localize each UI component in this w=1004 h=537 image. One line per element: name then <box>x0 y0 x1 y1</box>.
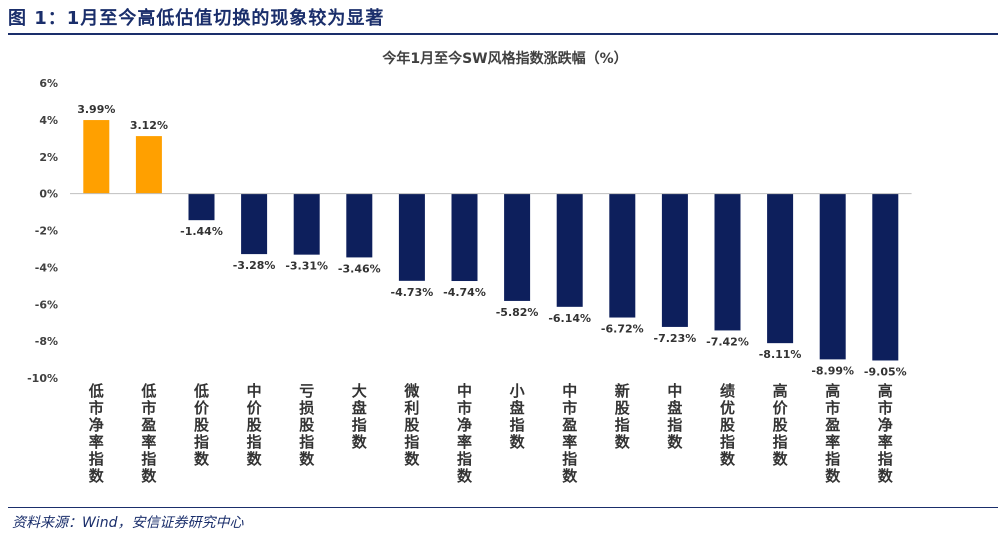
data-label: -1.44% <box>180 225 223 238</box>
y-axis: 6% 4% 2% 0% -2% -4% -6% -8% -10% <box>27 77 58 385</box>
y-tick-label: 0% <box>39 188 58 201</box>
category-label: 高市净率指数 <box>878 382 894 485</box>
data-label: 3.99% <box>77 103 115 116</box>
data-label: -4.74% <box>443 286 486 299</box>
bar <box>188 193 215 221</box>
bars-group <box>83 120 899 361</box>
data-label: -5.82% <box>496 306 539 319</box>
bar <box>293 193 320 255</box>
y-tick-label: 6% <box>39 77 58 90</box>
category-label: 微利股指数 <box>403 382 420 468</box>
y-tick-label: -4% <box>35 261 58 274</box>
y-tick-label: 2% <box>39 151 58 164</box>
category-label: 中市盈率指数 <box>561 382 578 485</box>
bar <box>451 193 478 282</box>
bar <box>714 193 741 331</box>
category-label: 绩优股指数 <box>720 382 736 468</box>
category-label: 中价股指数 <box>247 382 263 468</box>
value-labels-group: 3.99% 3.12% -1.44% -3.28% -3.31% -3.46% -4.73%… <box>77 103 906 378</box>
x-axis-labels: 低市净率指数 低市盈率指数 低价股指数 中价股指数 亏损股指数 大盘指数 微利股指数 中市净率… <box>88 382 894 485</box>
data-label: -6.72% <box>601 323 644 336</box>
data-label: -6.14% <box>548 312 591 325</box>
bar <box>504 193 531 301</box>
y-tick-label: 4% <box>39 114 58 127</box>
data-label: -4.73% <box>391 286 434 299</box>
y-tick-label: -6% <box>35 298 58 311</box>
bar <box>241 193 268 255</box>
data-label: -8.99% <box>811 364 854 377</box>
category-label: 低市盈率指数 <box>140 382 157 485</box>
category-label: 高价股指数 <box>773 382 789 468</box>
category-label: 小盘指数 <box>510 382 526 451</box>
bar <box>83 120 110 194</box>
data-label: -3.28% <box>233 259 276 272</box>
category-label: 大盘指数 <box>352 382 368 451</box>
bar <box>661 193 688 327</box>
bar-chart: 今年1月至今SW风格指数涨跌幅（%） 6% 4% 2% 0% -2% -4% -6% -8% -… <box>27 50 912 485</box>
data-label: -3.46% <box>338 262 381 275</box>
figure-title: 图 1：1月至今高低估值切换的现象较为显著 <box>8 8 385 29</box>
category-label: 低价股指数 <box>193 382 210 468</box>
bar <box>767 193 794 344</box>
bar <box>819 193 846 360</box>
bar <box>872 193 899 361</box>
category-label: 低市净率指数 <box>88 382 105 485</box>
title-divider <box>8 33 998 35</box>
data-label: -7.23% <box>654 332 697 345</box>
category-label: 亏损股指数 <box>299 382 315 468</box>
bar <box>609 193 636 318</box>
data-label: -3.31% <box>285 260 328 273</box>
category-label: 中盘指数 <box>667 382 683 451</box>
bar <box>346 193 373 258</box>
bar <box>398 193 425 281</box>
data-label: 3.12% <box>130 119 168 132</box>
y-tick-label: -2% <box>35 225 58 238</box>
data-label: -9.05% <box>864 365 907 378</box>
source-divider <box>8 507 998 508</box>
bar <box>135 136 162 194</box>
chart-title: 今年1月至今SW风格指数涨跌幅（%） <box>381 50 627 67</box>
data-label: -8.11% <box>759 348 802 361</box>
source-note: 资料来源：Wind，安信证券研究中心 <box>12 515 244 531</box>
category-label: 新股指数 <box>615 382 631 451</box>
category-label: 中市净率指数 <box>457 382 473 485</box>
y-tick-label: -10% <box>27 372 58 385</box>
data-label: -7.42% <box>706 335 749 348</box>
category-label: 高市盈率指数 <box>824 382 841 485</box>
y-tick-label: -8% <box>35 335 58 348</box>
bar <box>556 193 583 307</box>
